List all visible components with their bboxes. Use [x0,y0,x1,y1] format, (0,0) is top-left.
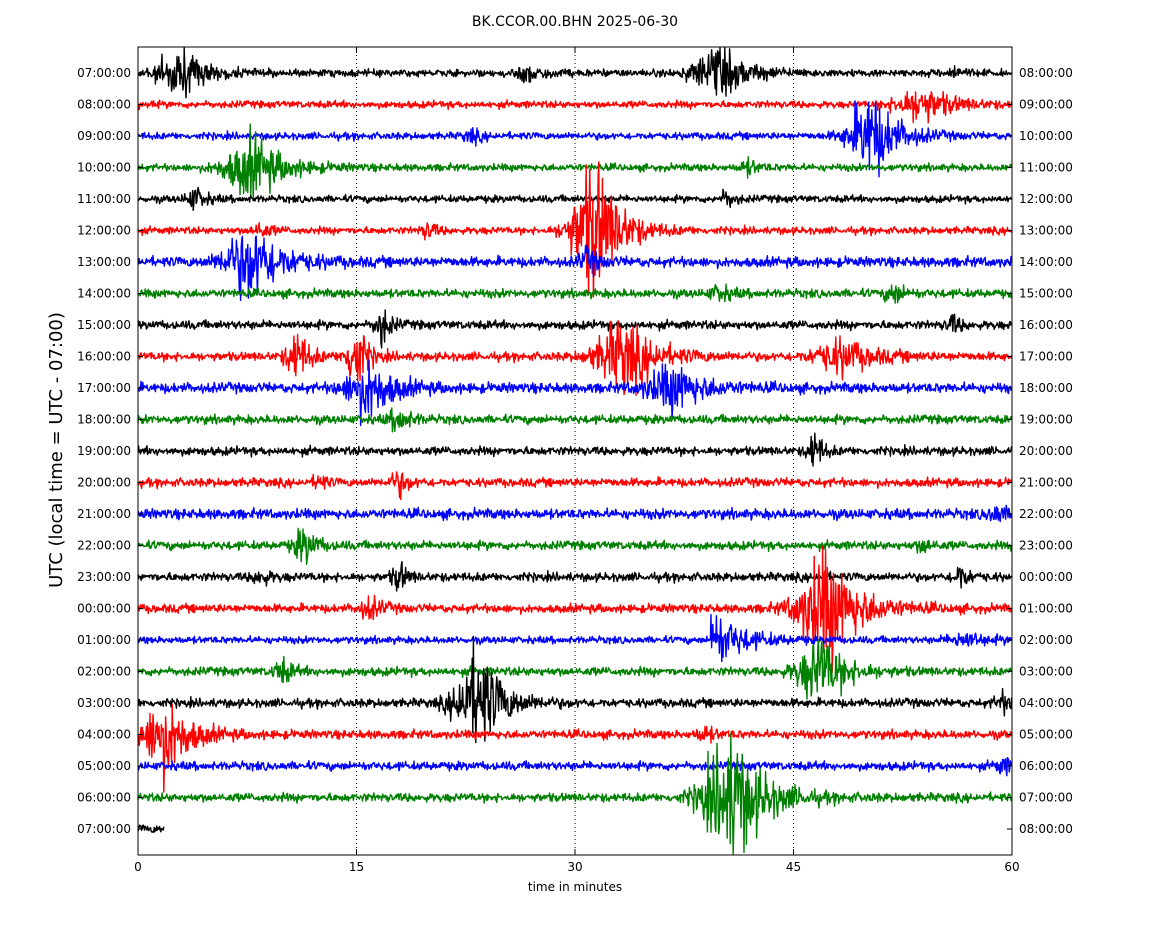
row-time-label-left: 07:00:00 [77,822,131,836]
trace-row [137,47,1013,99]
row-time-label-left: 14:00:00 [77,287,131,301]
row-time-label-left: 23:00:00 [77,570,131,584]
tick-labels: 0 15 30 45 60 07:00:00 08:00:00 08:00:00 09:00:0… [77,47,1073,874]
row-time-label-left: 22:00:00 [77,539,131,553]
row-time-label-right: 16:00:00 [1019,318,1073,332]
trace-row [137,432,1013,467]
row-time-label-left: 13:00:00 [77,255,131,269]
row-time-label-right: 14:00:00 [1019,255,1073,269]
row-time-label-left: 18:00:00 [77,413,131,427]
trace-row [137,756,1013,777]
row-time-label-right: 07:00:00 [1019,791,1073,805]
plot-frame [137,46,1013,856]
x-tick-label: 30 [567,860,582,874]
x-tick-label: 60 [1004,860,1019,874]
trace-row [137,613,1013,663]
trace-row [137,407,1013,433]
row-time-label-left: 15:00:00 [77,318,131,332]
row-time-label-left: 00:00:00 [77,602,131,616]
trace-row [137,638,1013,700]
row-time-label-left: 01:00:00 [77,633,131,647]
row-time-label-left: 20:00:00 [77,476,131,490]
x-tick-label: 0 [134,860,142,874]
row-time-label-right: 05:00:00 [1019,728,1073,742]
row-time-label-left: 07:00:00 [77,66,131,80]
trace-row [137,635,1013,744]
row-time-label-right: 10:00:00 [1019,129,1073,143]
trace-row [137,732,1013,855]
row-time-label-right: 04:00:00 [1019,696,1073,710]
row-time-label-left: 10:00:00 [77,161,131,175]
trace-row [137,471,1013,501]
row-time-label-left: 16:00:00 [77,350,131,364]
row-time-label-right: 09:00:00 [1019,98,1073,112]
row-time-label-left: 21:00:00 [77,507,131,521]
y-axis-label: UTC (local time = UTC - 07:00) [46,312,67,588]
trace-row [137,320,1013,397]
row-time-label-right: 20:00:00 [1019,444,1073,458]
trace-row [137,504,1013,523]
trace-row [137,545,1013,673]
x-axis-label: time in minutes [528,880,622,894]
trace-row [137,235,1013,302]
trace-row [137,91,1013,124]
row-time-label-left: 19:00:00 [77,444,131,458]
row-time-label-left: 12:00:00 [77,224,131,238]
row-time-label-right: 22:00:00 [1019,507,1073,521]
row-time-label-right: 06:00:00 [1019,759,1073,773]
row-time-label-left: 09:00:00 [77,129,131,143]
row-time-label-right: 17:00:00 [1019,350,1073,364]
row-time-label-right: 01:00:00 [1019,602,1073,616]
row-time-label-right: 18:00:00 [1019,381,1073,395]
trace-row [137,824,165,833]
row-time-label-right: 12:00:00 [1019,192,1073,206]
row-time-label-right: 03:00:00 [1019,665,1073,679]
chart-title: BK.CCOR.00.BHN 2025-06-30 [472,14,678,30]
x-tick-label: 15 [349,860,364,874]
trace-row [137,186,1013,211]
row-time-label-right: 21:00:00 [1019,476,1073,490]
row-time-label-left: 17:00:00 [77,381,131,395]
trace-row [137,527,1013,565]
seismic-traces [137,47,1013,855]
trace-row [137,359,1012,427]
trace-row [137,123,1013,202]
row-time-label-right: 08:00:00 [1019,822,1073,836]
row-time-label-left: 08:00:00 [77,98,131,112]
trace-row [137,161,1013,298]
row-time-label-right: 11:00:00 [1019,161,1073,175]
trace-row [137,309,1013,349]
row-time-label-left: 11:00:00 [77,192,131,206]
row-time-label-left: 02:00:00 [77,665,131,679]
row-time-label-right: 00:00:00 [1019,570,1073,584]
x-tick-label: 45 [786,860,801,874]
row-time-label-left: 04:00:00 [77,728,131,742]
trace-row [137,703,1013,793]
row-time-label-left: 06:00:00 [77,791,131,805]
row-time-label-right: 19:00:00 [1019,413,1073,427]
row-time-label-right: 13:00:00 [1019,224,1073,238]
row-time-label-right: 15:00:00 [1019,287,1073,301]
row-time-label-right: 08:00:00 [1019,66,1073,80]
trace-row [137,100,1012,178]
trace-row [137,283,1013,304]
trace-row [137,561,1013,592]
row-time-label-right: 02:00:00 [1019,633,1073,647]
row-time-label-left: 03:00:00 [77,696,131,710]
row-time-label-right: 23:00:00 [1019,539,1073,553]
row-time-label-left: 05:00:00 [77,759,131,773]
